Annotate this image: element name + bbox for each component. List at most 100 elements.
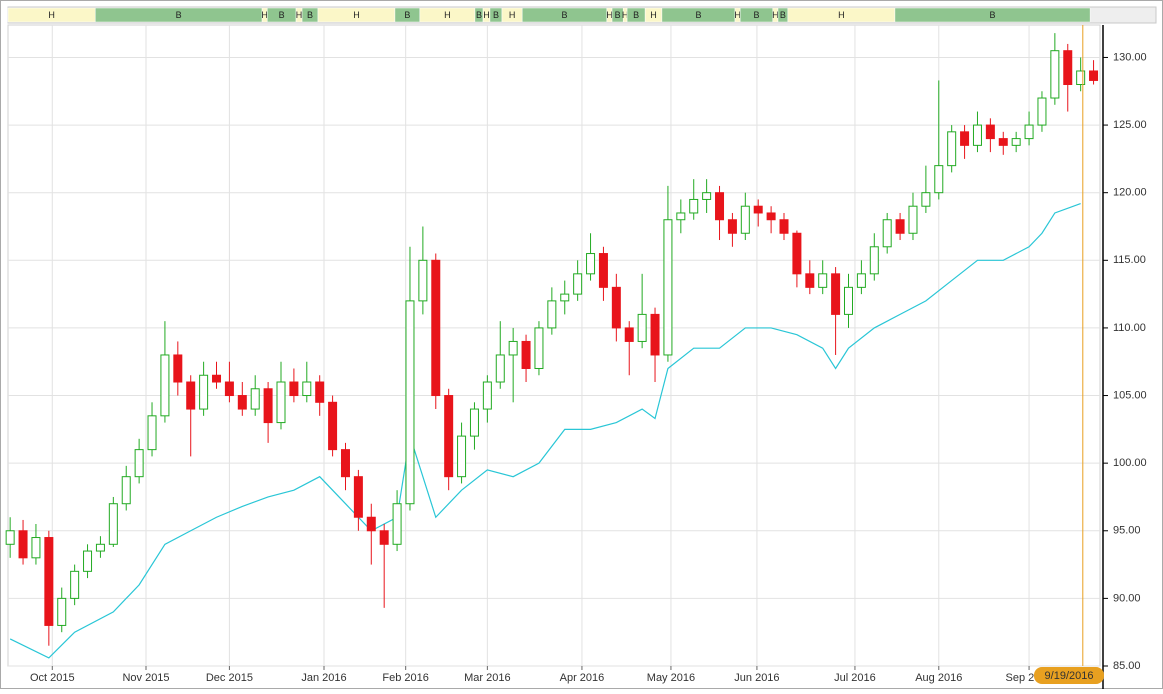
- x-tick-label: Oct 2015: [30, 672, 75, 684]
- x-tick-label: Apr 2016: [560, 672, 605, 684]
- date-marker-badge: [1034, 667, 1104, 684]
- candle-body: [18, 530, 28, 559]
- candle-body: [186, 381, 196, 410]
- candle-body: [366, 516, 376, 532]
- date-marker-label: 9/19/2016: [1045, 670, 1094, 682]
- candle-body: [444, 395, 454, 478]
- candle-body: [315, 381, 325, 403]
- candle-body: [586, 253, 596, 275]
- candle-body: [5, 530, 15, 545]
- candle-body: [418, 259, 428, 302]
- band-label: H: [483, 10, 490, 20]
- candle-body: [147, 415, 157, 451]
- candle-body: [224, 381, 234, 397]
- candle-body: [328, 401, 338, 451]
- candle-body: [95, 543, 105, 552]
- candle-body: [1050, 50, 1060, 99]
- x-tick-label: Dec 2015: [206, 672, 253, 684]
- candle-body: [805, 273, 815, 288]
- candle-body: [44, 537, 54, 626]
- y-tick-label: 100.00: [1113, 457, 1147, 469]
- candle-body: [457, 435, 467, 478]
- y-tick-label: 115.00: [1113, 254, 1146, 266]
- candle-body: [1076, 70, 1086, 86]
- band-label: B: [562, 10, 568, 20]
- y-tick-label: 90.00: [1113, 592, 1141, 604]
- candle-body: [83, 550, 93, 572]
- x-tick-label: Nov 2015: [122, 672, 169, 684]
- band-label: H: [296, 10, 303, 20]
- candle-body: [302, 381, 312, 397]
- band-label: H: [734, 10, 741, 20]
- candle-body: [869, 246, 879, 275]
- candle-body: [134, 449, 144, 478]
- candle-body: [70, 570, 80, 599]
- candle-body: [199, 374, 209, 410]
- candle-body: [831, 273, 841, 315]
- band-label: B: [780, 10, 786, 20]
- candle-body: [353, 476, 363, 518]
- candle-body: [921, 192, 931, 207]
- band-label: B: [990, 10, 996, 20]
- x-tick-label: Jan 2016: [301, 672, 346, 684]
- band-label: B: [307, 10, 313, 20]
- candle-body: [843, 286, 853, 315]
- x-tick-label: Mar 2016: [464, 672, 510, 684]
- candle-body: [1063, 50, 1073, 86]
- band-label: H: [650, 10, 657, 20]
- x-tick-label: May 2016: [647, 672, 695, 684]
- band-label: B: [279, 10, 285, 20]
- band-label: B: [176, 10, 182, 20]
- candle-body: [121, 476, 131, 505]
- candle-body: [792, 232, 802, 275]
- candle-body: [237, 395, 247, 410]
- candle-body: [1089, 70, 1099, 81]
- band-label: B: [615, 10, 621, 20]
- candle-body: [560, 293, 570, 302]
- y-tick-label: 130.00: [1113, 51, 1147, 63]
- candle-body: [482, 381, 492, 410]
- candle-body: [289, 381, 299, 397]
- candle-body: [972, 124, 982, 146]
- candle-body: [779, 219, 789, 234]
- y-tick-label: 95.00: [1113, 525, 1141, 537]
- candle-body: [727, 219, 737, 234]
- candle-body: [998, 138, 1008, 146]
- band-label: H: [622, 10, 629, 20]
- candle-body: [405, 300, 415, 505]
- candle-body: [1024, 124, 1034, 140]
- candle-body: [882, 219, 892, 248]
- band-label: H: [606, 10, 613, 20]
- candle-body: [573, 273, 583, 295]
- candle-body: [818, 273, 828, 288]
- candle-body: [702, 192, 712, 200]
- y-tick-label: 120.00: [1113, 187, 1147, 199]
- y-tick-label: 125.00: [1113, 119, 1147, 131]
- candle-body: [740, 205, 750, 234]
- plot-area: [7, 24, 1101, 667]
- candle-body: [379, 530, 389, 545]
- candle-body: [598, 253, 608, 288]
- candle-body: [985, 124, 995, 140]
- candle-body: [495, 354, 505, 383]
- band-label: H: [48, 10, 55, 20]
- candle-body: [663, 219, 673, 356]
- candle-body: [960, 131, 970, 146]
- comparison-line: [9, 202, 1081, 659]
- y-tick-label: 110.00: [1113, 322, 1146, 334]
- band-label: H: [261, 10, 268, 20]
- candle-body: [947, 131, 957, 167]
- candle-body: [108, 503, 118, 545]
- x-tick-label: Feb 2016: [382, 672, 428, 684]
- candle-body: [547, 300, 557, 329]
- candle-body: [276, 381, 286, 424]
- candle-body: [676, 212, 686, 221]
- candle-body: [212, 374, 222, 383]
- candle-body: [1011, 138, 1021, 146]
- candle-body: [856, 273, 866, 288]
- x-tick-label: Jul 2016: [834, 672, 876, 684]
- candle-body: [31, 537, 41, 559]
- band-label: H: [353, 10, 360, 20]
- candle-body: [431, 259, 441, 397]
- candle-body: [469, 408, 479, 437]
